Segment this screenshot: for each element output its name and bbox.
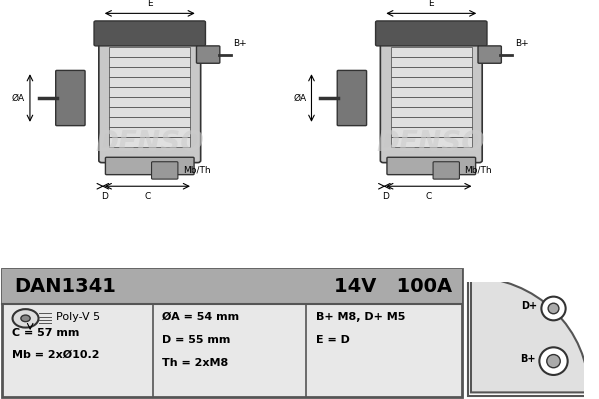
FancyBboxPatch shape — [56, 70, 85, 126]
Text: DENSO: DENSO — [377, 128, 486, 156]
Circle shape — [13, 309, 38, 328]
Text: D: D — [382, 192, 389, 201]
Circle shape — [539, 347, 568, 375]
Bar — [2, 269, 462, 304]
Text: C = 57 mm: C = 57 mm — [11, 328, 79, 338]
FancyBboxPatch shape — [433, 162, 459, 179]
Circle shape — [547, 355, 560, 368]
Text: DAN1341: DAN1341 — [14, 277, 116, 296]
Text: ØA = 54 mm: ØA = 54 mm — [162, 312, 240, 322]
Text: B+: B+ — [520, 354, 536, 363]
Text: ØA: ØA — [12, 93, 25, 103]
Bar — [391, 57, 472, 67]
Text: 14V   100A: 14V 100A — [334, 277, 452, 296]
Text: ØA: ØA — [294, 93, 307, 103]
FancyBboxPatch shape — [380, 34, 482, 163]
Text: D: D — [101, 192, 108, 201]
Text: Mb/Th: Mb/Th — [464, 166, 492, 175]
FancyBboxPatch shape — [94, 21, 205, 46]
Text: E = D: E = D — [316, 335, 350, 345]
Text: B+ M8, D+ M5: B+ M8, D+ M5 — [316, 312, 405, 322]
Bar — [109, 137, 190, 147]
Circle shape — [541, 296, 565, 320]
Text: Mb = 2xØ10.2: Mb = 2xØ10.2 — [11, 350, 99, 359]
Bar — [109, 107, 190, 117]
FancyBboxPatch shape — [99, 34, 201, 163]
Text: C: C — [426, 192, 432, 201]
FancyBboxPatch shape — [337, 70, 367, 126]
Text: B+: B+ — [234, 39, 247, 48]
Bar — [447, 249, 599, 282]
Text: D+: D+ — [521, 301, 537, 311]
Bar — [391, 47, 472, 57]
Bar — [109, 127, 190, 137]
Text: Poly-V 5: Poly-V 5 — [56, 312, 100, 322]
Text: D = 55 mm: D = 55 mm — [162, 335, 231, 345]
Text: E: E — [147, 0, 153, 8]
FancyBboxPatch shape — [387, 157, 476, 175]
Bar — [391, 137, 472, 147]
FancyBboxPatch shape — [478, 46, 501, 63]
Circle shape — [548, 303, 559, 314]
FancyBboxPatch shape — [152, 162, 178, 179]
Bar — [391, 97, 472, 107]
Bar — [391, 67, 472, 77]
Bar — [109, 57, 190, 67]
Bar — [391, 117, 472, 127]
Text: Mb/Th: Mb/Th — [183, 166, 210, 175]
FancyBboxPatch shape — [105, 157, 194, 175]
Text: B+: B+ — [515, 39, 529, 48]
Bar — [109, 77, 190, 87]
Wedge shape — [471, 277, 589, 393]
Bar — [109, 67, 190, 77]
FancyBboxPatch shape — [376, 21, 487, 46]
Bar — [391, 87, 472, 97]
Bar — [109, 87, 190, 97]
Bar — [391, 127, 472, 137]
Bar — [391, 107, 472, 117]
Text: Th = 2xM8: Th = 2xM8 — [162, 358, 229, 368]
Text: E: E — [428, 0, 434, 8]
Bar — [391, 77, 472, 87]
Circle shape — [21, 315, 30, 322]
FancyBboxPatch shape — [196, 46, 220, 63]
Bar — [109, 117, 190, 127]
Bar — [109, 97, 190, 107]
Bar — [584, 251, 599, 399]
Text: C: C — [144, 192, 150, 201]
Text: DENSO: DENSO — [95, 128, 204, 156]
Bar — [109, 47, 190, 57]
